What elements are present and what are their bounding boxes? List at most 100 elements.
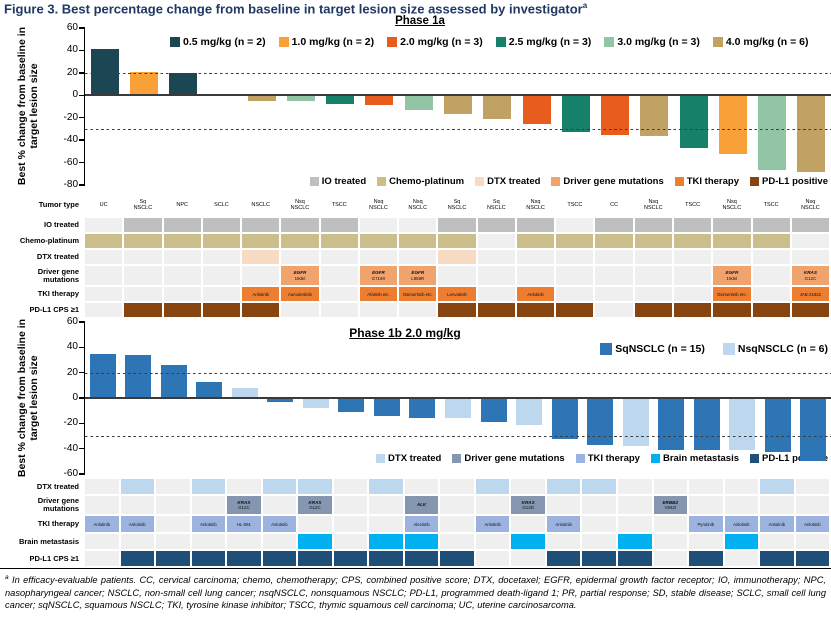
phase-1b-y-axis-label: Best % change from baseline in target le… — [16, 318, 40, 478]
table-cell — [516, 250, 555, 264]
table-cell — [404, 479, 439, 494]
table-cell — [752, 303, 790, 317]
table-cell — [369, 479, 403, 494]
table-cell — [634, 303, 672, 317]
table-cell — [724, 496, 759, 514]
bar — [125, 354, 152, 398]
phase-1a-category-legend: IO treated Chemo-platinum DTX treated Drive… — [309, 176, 828, 187]
figure-title-text: Figure 3. Best percentage change from ba… — [4, 1, 583, 17]
table-cell — [202, 250, 241, 264]
y-tick-label: 0 — [72, 392, 78, 403]
row-label: Driver gene mutations — [37, 266, 79, 284]
x-axis-line — [85, 94, 831, 97]
legend-item: DTX treated — [376, 453, 441, 464]
table-cell — [438, 266, 476, 285]
table-cell — [475, 551, 510, 566]
table-cell — [673, 234, 712, 248]
table-cell — [653, 534, 688, 549]
table-cell: Sq NSCLC — [486, 199, 506, 211]
bar — [89, 353, 116, 398]
y-tick-label: -40 — [63, 442, 78, 454]
table-cell — [713, 218, 751, 232]
table-cell — [124, 266, 162, 285]
table-cell — [582, 516, 616, 532]
table-cell — [546, 479, 581, 494]
legend-swatch — [475, 177, 485, 186]
gene-mutation: G719X — [371, 275, 386, 281]
table-cell — [556, 303, 594, 317]
bar — [561, 95, 590, 133]
legend-swatch — [278, 37, 289, 47]
table-cell: NSCLC — [251, 202, 271, 208]
table-cell — [595, 234, 633, 248]
table-cell — [689, 479, 723, 494]
table-cell: EGFR L858R — [399, 266, 437, 285]
table-cell: Anlotinib — [475, 516, 510, 532]
row-label: TKI therapy — [37, 519, 79, 528]
table-cell: Osimertinib etc. — [399, 287, 437, 301]
table-cell — [191, 551, 226, 566]
legend-swatch — [750, 177, 759, 186]
table-cell — [511, 516, 545, 532]
table-cell — [191, 534, 226, 549]
table-cell — [359, 250, 398, 264]
table-cell — [163, 250, 201, 264]
gene-name: EGFR — [293, 270, 307, 276]
legend-item: NsqNSCLC (n = 6) — [722, 343, 828, 355]
row-label: PD-L1 CPS ≥1 — [29, 553, 79, 563]
table-cell — [556, 266, 594, 285]
table-cell — [333, 534, 368, 549]
table-cell — [242, 250, 280, 264]
legend-label: 0.5 mg/kg (n = 2) — [183, 36, 266, 48]
table-cell — [359, 218, 398, 232]
table-cell — [399, 234, 437, 248]
table-cell — [713, 303, 751, 317]
table-cell: JAB-21822 — [791, 287, 830, 301]
table-cell: Anlotinib — [724, 516, 759, 532]
reference-line — [85, 372, 831, 375]
table-cell — [369, 516, 403, 532]
table-cell: Afatinib etc. — [359, 287, 398, 301]
table-cell — [556, 250, 594, 264]
table-cell — [511, 551, 545, 566]
gene-name: KRAS — [803, 270, 817, 276]
reference-line — [85, 436, 831, 438]
bar — [522, 95, 551, 125]
table-cell — [242, 218, 280, 232]
table-cell — [242, 234, 280, 248]
legend-label: SqNSCLC (n = 15) — [615, 343, 705, 355]
y-tick-mark — [79, 447, 85, 450]
table-cell — [440, 479, 474, 494]
table-cell — [546, 496, 581, 514]
row-label: PD-L1 CPS ≥1 — [29, 305, 79, 314]
table-cell — [477, 218, 515, 232]
legend-swatch — [712, 37, 723, 47]
legend-swatch — [750, 454, 759, 463]
bar — [800, 398, 827, 462]
table-cell — [546, 551, 581, 566]
table-cell: EGFR G719X — [359, 266, 398, 285]
legend-label: PD-L1 positive — [762, 176, 828, 187]
table-cell — [85, 266, 123, 285]
bar — [640, 95, 669, 136]
phase-1a-title: Phase 1a — [395, 15, 445, 27]
table-cell — [320, 287, 358, 301]
table-cell — [281, 250, 319, 264]
bar — [693, 398, 720, 450]
table-cell: EGFR 19del — [281, 266, 319, 285]
bar — [758, 95, 787, 171]
table-cell — [475, 479, 510, 494]
table-cell — [320, 250, 358, 264]
table-cell — [475, 534, 510, 549]
table-cell — [281, 218, 319, 232]
bar — [267, 398, 294, 402]
table-cell — [595, 303, 633, 317]
gene-mutation: G12C — [804, 275, 817, 281]
table-cell — [369, 496, 403, 514]
gene-mutation: V842I — [664, 505, 676, 511]
legend-item: 4.0 mg/kg (n = 6) — [712, 36, 808, 48]
table-cell — [202, 234, 241, 248]
legend-item: DTX treated — [475, 176, 540, 187]
y-tick-mark — [79, 371, 85, 374]
